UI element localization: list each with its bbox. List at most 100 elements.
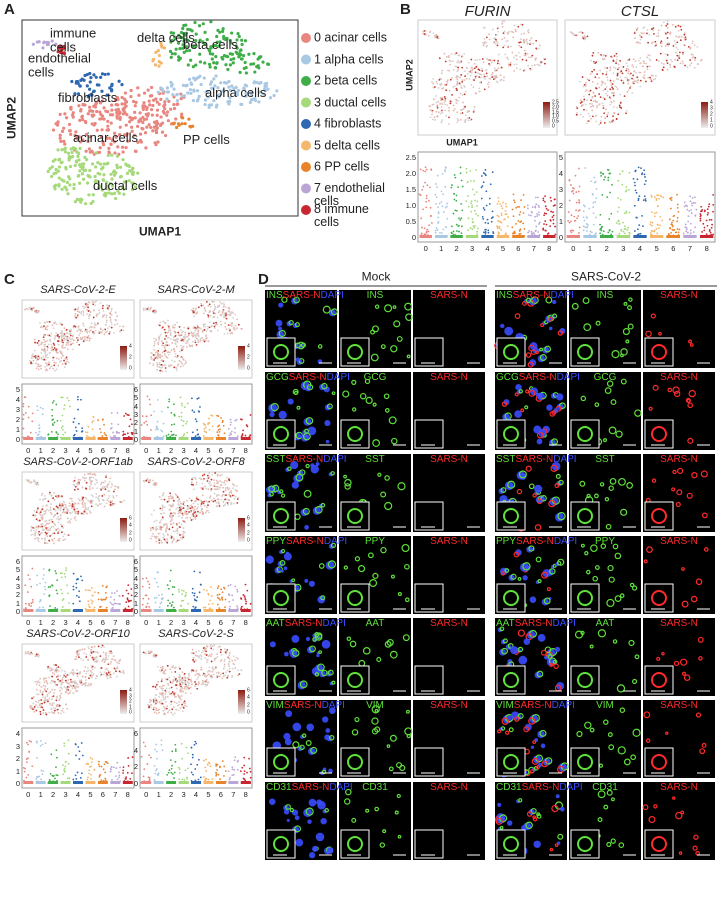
- cell-dot: [176, 338, 178, 340]
- violin-dot: [111, 412, 113, 414]
- cell-dot: [155, 484, 157, 486]
- violin-base: [166, 437, 176, 440]
- cell-dot: [230, 490, 232, 492]
- cell-dot: [214, 500, 216, 502]
- cell-dot: [199, 83, 202, 86]
- cell-dot: [163, 321, 165, 323]
- violin-dot: [517, 220, 519, 222]
- violin-dot: [520, 199, 522, 201]
- cell-dot: [50, 507, 52, 509]
- cell-dot: [110, 486, 112, 488]
- violin-dot: [196, 596, 198, 598]
- cell-dot: [179, 501, 181, 503]
- cell-dot: [169, 351, 171, 353]
- cell-dot: [204, 310, 206, 312]
- violin-dot: [159, 606, 161, 608]
- cell-dot: [591, 71, 593, 73]
- cell-dot: [66, 356, 68, 358]
- cell-dot: [172, 122, 175, 125]
- cell-dot: [103, 193, 106, 196]
- cell-dot: [617, 113, 619, 115]
- cell-dot: [610, 122, 612, 124]
- cell-dot: [46, 363, 48, 365]
- violin-dot: [42, 413, 44, 415]
- cell-dot: [500, 79, 502, 81]
- cell-dot: [163, 492, 165, 494]
- cell-dot: [45, 326, 47, 328]
- cell-dot: [175, 48, 178, 51]
- cell-dot: [69, 522, 71, 524]
- cell-dot: [62, 527, 64, 529]
- cell-dot: [203, 61, 206, 64]
- cell-dot: [166, 86, 169, 89]
- cell-dot: [111, 83, 114, 86]
- violin-dot: [688, 210, 690, 212]
- cell-dot: [53, 187, 56, 190]
- cell-dot: [190, 517, 192, 519]
- cell-dot: [110, 310, 112, 312]
- cell-dot: [517, 26, 519, 28]
- violin-dot: [130, 418, 132, 420]
- cell-dot: [39, 322, 41, 324]
- violin-dot: [584, 167, 586, 169]
- cell-dot: [134, 116, 137, 119]
- cell-dot: [208, 340, 210, 342]
- violin-dot: [513, 215, 515, 217]
- cell-dot: [184, 513, 186, 515]
- cell-dot: [615, 61, 617, 63]
- cell-dot: [200, 303, 202, 305]
- violin-dot: [170, 431, 172, 433]
- cell-dot: [36, 511, 38, 513]
- cell-dot: [186, 84, 189, 87]
- cell-dot: [68, 510, 70, 512]
- cell-dot: [652, 27, 654, 29]
- cell-dot: [179, 526, 181, 528]
- cell-dot: [191, 500, 193, 502]
- cell-dot: [691, 53, 693, 55]
- cell-dot: [31, 481, 33, 483]
- cell-dot: [52, 172, 55, 175]
- violin-dot: [567, 220, 569, 222]
- cell-dot: [42, 528, 44, 530]
- cell-dot: [59, 350, 61, 352]
- cell-dot: [538, 47, 540, 49]
- cell-dot: [134, 150, 137, 153]
- cell-dot: [34, 533, 36, 535]
- cell-dot: [587, 78, 589, 80]
- cell-dot: [45, 369, 47, 371]
- cell-dot: [167, 501, 169, 503]
- violin-dot: [603, 230, 605, 232]
- cell-dot: [530, 42, 532, 44]
- cell-dot: [63, 337, 65, 339]
- cell-dot: [81, 502, 83, 504]
- violin-dot: [125, 601, 127, 603]
- cell-dot: [139, 118, 142, 121]
- cell-dot: [530, 69, 532, 71]
- cell-dot: [45, 527, 47, 529]
- cell-dot: [172, 526, 174, 528]
- violin-dot: [599, 229, 601, 231]
- cell-dot: [158, 337, 160, 339]
- cell-dot: [109, 495, 111, 497]
- cell-dot: [207, 328, 209, 330]
- violin-dot: [677, 217, 679, 219]
- cell-dot: [445, 89, 447, 91]
- violin-dot: [101, 599, 103, 601]
- violin-dot: [534, 216, 536, 218]
- violin-dot: [497, 231, 499, 233]
- cell-dot: [657, 32, 659, 34]
- violin-dot: [672, 226, 674, 228]
- cell-dot: [112, 495, 114, 497]
- cell-dot: [627, 79, 629, 81]
- cell-dot: [36, 518, 38, 520]
- cell-dot: [121, 158, 124, 161]
- cell-dot: [193, 315, 195, 317]
- cell-dot: [693, 56, 695, 58]
- cell-dot: [153, 126, 156, 129]
- cell-dot: [477, 72, 479, 74]
- cell-dot: [637, 41, 639, 43]
- cell-dot: [626, 68, 628, 70]
- cell-dot: [628, 79, 630, 81]
- cell-dot: [102, 329, 104, 331]
- cell-dot: [88, 169, 91, 172]
